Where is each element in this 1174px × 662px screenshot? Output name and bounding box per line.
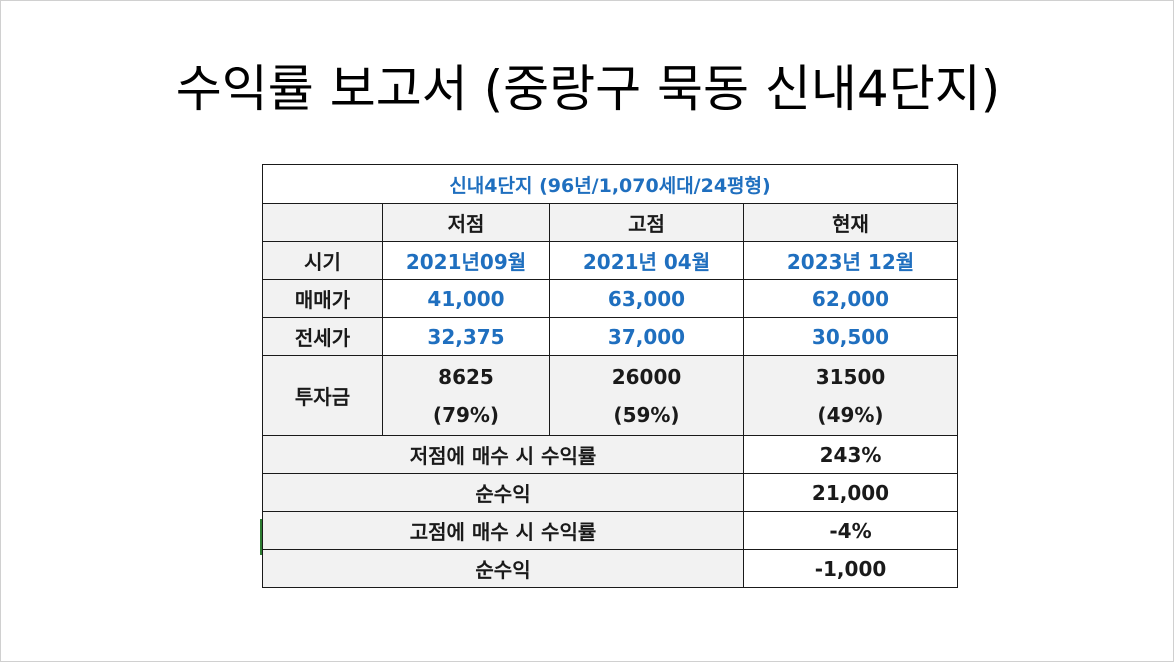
summary-value-high-net-profit: -1,000 [742,549,959,588]
investment-high-amount: 26000 [611,364,682,389]
summary-value-low-return: 243% [742,435,959,474]
table-row: 매매가 41,000 63,000 62,000 [262,279,959,318]
summary-label-low-net-profit: 순수익 [262,473,744,512]
summary-row: 순수익 -1,000 [262,549,959,588]
sale-price-low: 41,000 [382,279,550,318]
row-label-sale-price: 매매가 [262,279,383,318]
summary-value-high-return: -4% [742,511,959,550]
investment-low: 8625 (79%) [382,355,550,436]
summary-label-low-return: 저점에 매수 시 수익률 [262,435,744,474]
table-row: 투자금 8625 (79%) 26000 (59%) 31500 (49%) [262,355,959,436]
column-header-high: 고점 [549,203,744,242]
period-high: 2021년 04월 [549,241,744,280]
investment-high: 26000 (59%) [549,355,744,436]
page-title: 수익률 보고서 (중랑구 묵동 신내4단지) [175,60,1001,118]
summary-row: 저점에 매수 시 수익률 243% [262,435,959,474]
jeonse-price-low: 32,375 [382,317,550,356]
jeonse-price-current: 30,500 [742,317,959,356]
summary-row: 순수익 21,000 [262,473,959,512]
table-row: 시기 2021년09월 2021년 04월 2023년 12월 [262,241,959,280]
period-current: 2023년 12월 [742,241,959,280]
investment-current-ratio: (49%) [817,402,884,427]
investment-low-ratio: (79%) [432,402,500,427]
report-table: 신내4단지 (96년/1,070세대/24평형) 저점 고점 현재 시기 202… [261,164,959,588]
investment-low-amount: 8625 [438,364,494,389]
row-label-jeonse-price: 전세가 [262,317,383,356]
table-header-row: 저점 고점 현재 [262,203,959,242]
sale-price-current: 62,000 [742,279,959,318]
row-label-investment: 투자금 [262,355,383,436]
investment-current-amount: 31500 [815,364,886,389]
column-header-current: 현재 [742,203,959,242]
table-caption: 신내4단지 (96년/1,070세대/24평형) [261,164,959,204]
header-corner-cell [262,203,383,242]
cell-selection-marker [260,519,263,555]
summary-label-high-net-profit: 순수익 [262,549,744,588]
table-row: 전세가 32,375 37,000 30,500 [262,317,959,356]
column-header-low: 저점 [382,203,550,242]
jeonse-price-high: 37,000 [549,317,744,356]
table-caption-row: 신내4단지 (96년/1,070세대/24평형) [261,164,959,204]
sale-price-high: 63,000 [549,279,744,318]
summary-value-low-net-profit: 21,000 [742,473,959,512]
investment-current: 31500 (49%) [742,355,959,436]
row-label-period: 시기 [262,241,383,280]
investment-high-ratio: (59%) [613,402,680,427]
summary-label-high-return: 고점에 매수 시 수익률 [262,511,744,550]
summary-row: 고점에 매수 시 수익률 -4% [262,511,959,550]
period-low: 2021년09월 [382,241,550,280]
